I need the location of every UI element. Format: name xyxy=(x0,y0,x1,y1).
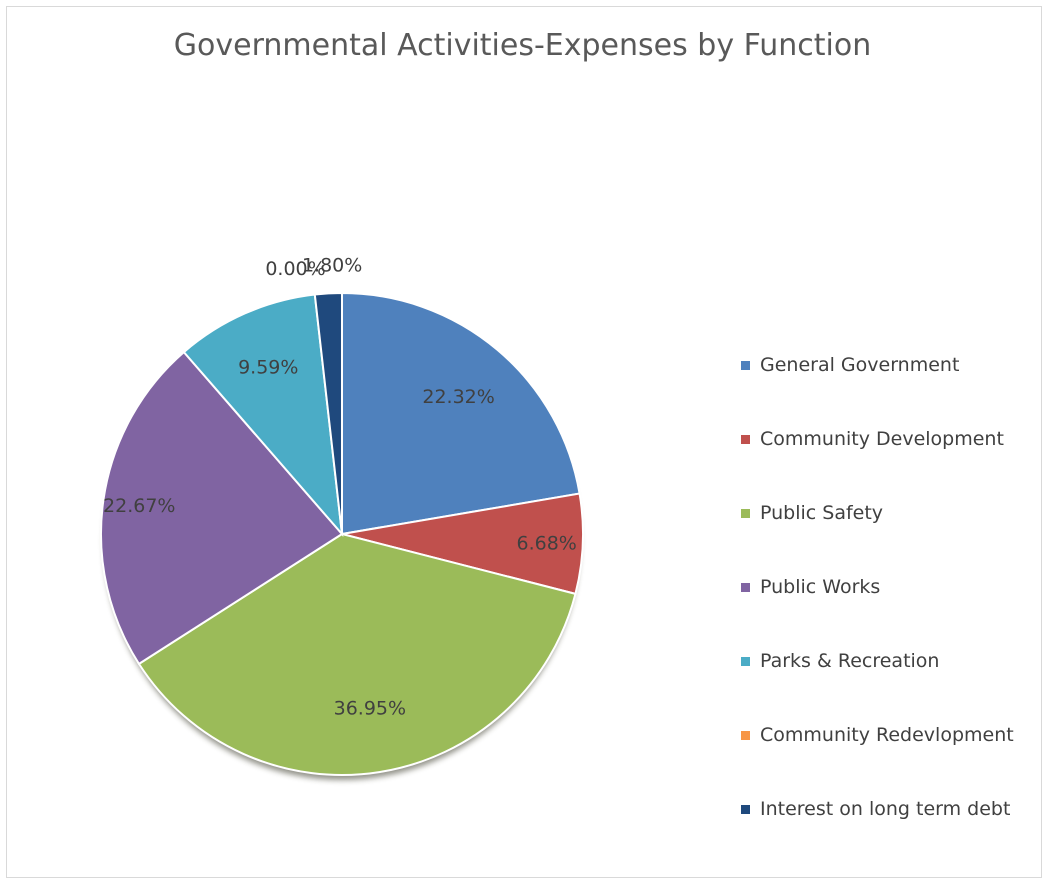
legend-label: Public Works xyxy=(760,576,881,598)
legend-swatch xyxy=(741,804,750,814)
legend-swatch xyxy=(741,656,750,666)
pie-slice-parks-recreation xyxy=(182,293,344,538)
legend-label: Public Safety xyxy=(760,502,884,524)
legend-label: Parks & Recreation xyxy=(760,650,940,672)
legend-label: General Government xyxy=(760,354,960,376)
legend-label: Community Redevlopment xyxy=(760,724,1014,746)
data-label: 6.68% xyxy=(516,532,576,554)
pie-slice-general-government xyxy=(341,291,581,536)
legend-item: General Government xyxy=(741,328,1014,402)
legend-swatch xyxy=(741,508,750,518)
legend-item: Parks & Recreation xyxy=(741,624,1014,698)
data-label: 36.95% xyxy=(334,698,406,720)
chart-legend: General Government Community Development P… xyxy=(741,328,1014,846)
legend-item: Community Redevlopment xyxy=(741,698,1014,772)
legend-item: Community Development xyxy=(741,402,1014,476)
legend-label: Community Development xyxy=(760,428,1004,450)
pie-slice-public-works xyxy=(100,350,344,666)
legend-item: Interest on long term debt xyxy=(741,772,1014,846)
legend-swatch xyxy=(741,434,750,444)
data-label: 0.00% xyxy=(265,258,325,280)
legend-item: Public Works xyxy=(741,550,1014,624)
chart-title: Governmental Activities-Expenses by Func… xyxy=(173,28,872,63)
data-label: 22.67% xyxy=(103,495,175,517)
legend-swatch xyxy=(741,360,750,370)
data-label: 22.32% xyxy=(422,386,494,408)
legend-swatch xyxy=(741,582,750,592)
legend-item: Public Safety xyxy=(741,476,1014,550)
data-label: 1.80% xyxy=(302,254,362,276)
data-label: 9.59% xyxy=(238,356,298,378)
legend-label: Interest on long term debt xyxy=(760,798,1011,820)
legend-swatch xyxy=(741,730,750,740)
pie-slice-interest-on-long-term-debt xyxy=(313,291,343,535)
